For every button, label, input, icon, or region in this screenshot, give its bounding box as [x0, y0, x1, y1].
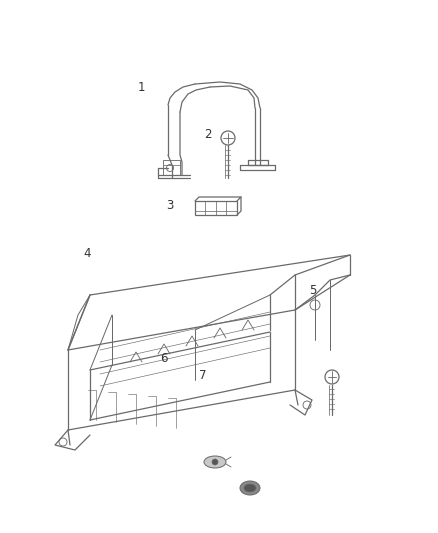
- Text: 1: 1: [138, 82, 145, 94]
- Circle shape: [212, 459, 218, 465]
- Text: 2: 2: [204, 128, 211, 141]
- Text: 5: 5: [309, 284, 316, 297]
- Text: 6: 6: [160, 352, 167, 365]
- Text: 3: 3: [166, 199, 174, 212]
- Text: 4: 4: [83, 247, 91, 260]
- Ellipse shape: [244, 484, 256, 492]
- Text: 7: 7: [199, 369, 207, 382]
- Ellipse shape: [204, 456, 226, 468]
- Ellipse shape: [240, 481, 260, 495]
